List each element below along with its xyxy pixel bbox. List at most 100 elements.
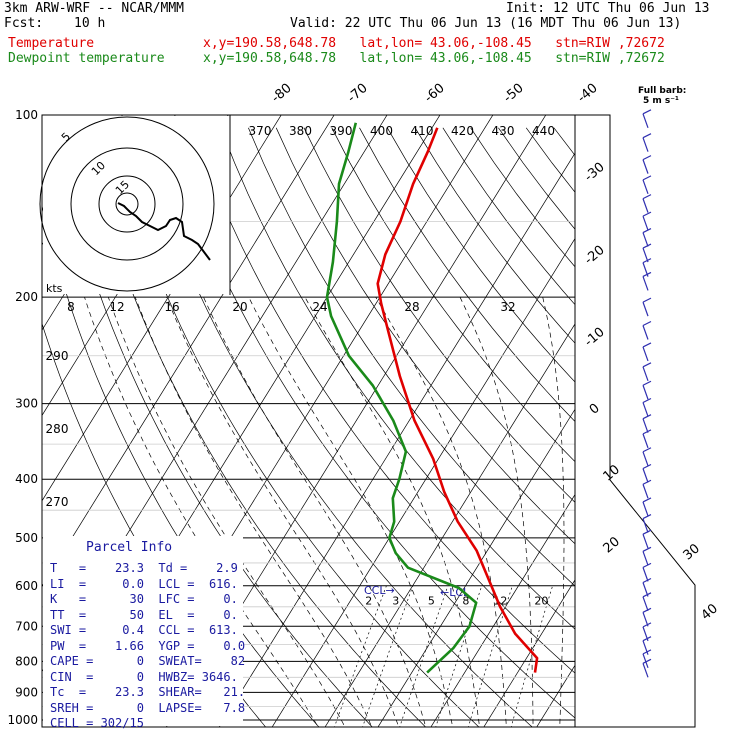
theta-label: 410 bbox=[411, 124, 434, 138]
theta-label: 430 bbox=[492, 124, 515, 138]
hodograph-ring bbox=[98, 175, 156, 233]
pressure-tick-label: 600 bbox=[15, 579, 38, 593]
speed-label: 20 bbox=[232, 300, 247, 314]
moist-adiabat bbox=[248, 296, 454, 727]
wind-barb-flag bbox=[642, 228, 652, 234]
moist-adiabat bbox=[107, 296, 346, 727]
wind-barb-flag bbox=[642, 649, 652, 655]
wind-barb bbox=[642, 159, 649, 174]
wind-barb bbox=[642, 276, 649, 291]
parcel-info-row: T = 23.3 Td = 2.9 bbox=[50, 561, 238, 575]
wind-barb bbox=[642, 301, 649, 317]
speed-label: 24 bbox=[312, 300, 327, 314]
moist-adiabat bbox=[203, 296, 427, 727]
valid-time: Valid: 22 UTC Thu 06 Jun 13 (16 MDT Thu … bbox=[290, 16, 682, 31]
skewed-temperature-label: 0 bbox=[587, 401, 603, 418]
parcel-info-row: PW = 1.66 YGP = 0.0 bbox=[50, 638, 246, 653]
dry-adiabat bbox=[248, 127, 575, 587]
wind-barb bbox=[642, 325, 649, 340]
wind-barb-flag bbox=[642, 175, 652, 181]
parcel-info-row: SREH = 0 LAPSE= 7.8 bbox=[50, 700, 246, 715]
theta-label: 420 bbox=[451, 124, 474, 138]
parcel-info-row: TT = 50 EL = 0. bbox=[50, 607, 238, 622]
wind-barb-flag bbox=[642, 362, 652, 368]
isotherm bbox=[42, 115, 282, 502]
mixing-ratio-label: 8 bbox=[462, 594, 469, 607]
wind-barb-flag bbox=[642, 342, 652, 348]
theta-label-left: 290 bbox=[46, 349, 69, 363]
right-frame bbox=[575, 114, 696, 728]
wind-barb bbox=[642, 501, 649, 517]
dry-adiabat bbox=[582, 128, 740, 733]
wind-barb bbox=[642, 433, 649, 449]
wind-barb bbox=[642, 567, 649, 582]
dry-adiabat bbox=[470, 127, 575, 268]
wind-barb bbox=[642, 113, 649, 129]
skewed-temperature-label: -70 bbox=[345, 81, 371, 106]
wind-barb-flag bbox=[642, 562, 652, 568]
wind-barb bbox=[642, 346, 649, 362]
forecast-hour: 10 h bbox=[74, 16, 106, 31]
wind-barb-flag bbox=[642, 607, 652, 613]
mixing-ratio-line bbox=[510, 585, 553, 727]
model-title: 3km ARW-WRF -- NCAR/MMM bbox=[4, 1, 185, 16]
skewed-temperature-label: -20 bbox=[582, 243, 608, 268]
pressure-tick-label: 500 bbox=[15, 531, 38, 545]
plot-frame bbox=[41, 114, 576, 728]
mixing-ratio-lines bbox=[334, 585, 553, 727]
dry-adiabat bbox=[109, 127, 480, 727]
wind-barb-flag bbox=[642, 414, 652, 420]
parcel-info-row: CIN = 0 HWBZ= 3646. bbox=[50, 669, 238, 684]
mixing-ratio-label: 3 bbox=[392, 594, 399, 607]
dry-adiabat bbox=[192, 127, 575, 674]
wind-barb bbox=[642, 518, 649, 533]
isotherm bbox=[377, 408, 575, 727]
moist-adiabat bbox=[375, 296, 507, 727]
parcel-info-box bbox=[43, 536, 243, 726]
dry-adiabat bbox=[414, 127, 575, 344]
skewed-temperature-label: 10 bbox=[601, 462, 623, 484]
pressure-tick-label: 300 bbox=[15, 397, 38, 411]
speed-label: 28 bbox=[404, 300, 419, 314]
wind-barb-flag bbox=[642, 155, 652, 161]
temperature-location: x,y=190.58,648.78 lat,lon= 43.06,-108.45… bbox=[203, 36, 665, 51]
theta-label: 400 bbox=[370, 124, 393, 138]
wind-barb bbox=[642, 179, 649, 195]
wind-barb-flag bbox=[642, 258, 652, 264]
speed-label: 12 bbox=[109, 300, 124, 314]
mixing-ratio-line bbox=[399, 585, 449, 727]
wind-barb-flag bbox=[642, 497, 652, 503]
moist-adiabat bbox=[542, 297, 565, 727]
theta-label: 370 bbox=[249, 124, 272, 138]
skewed-temperature-label: 30 bbox=[681, 541, 703, 563]
isotherm bbox=[586, 87, 740, 733]
mixing-ratio-line bbox=[467, 585, 513, 727]
dewpoint-line bbox=[325, 122, 478, 674]
wind-barb-flag bbox=[642, 380, 652, 386]
skewed-temperature-label: 20 bbox=[601, 534, 623, 556]
wind-barb bbox=[642, 484, 649, 499]
moist-adiabat bbox=[304, 296, 480, 727]
wind-barb bbox=[642, 232, 649, 247]
full-barb-value: 5 m s⁻¹ bbox=[643, 96, 679, 106]
parcel-info-row: CAPE = 0 SWEAT= 82 bbox=[50, 654, 246, 668]
wind-barb-flag bbox=[642, 514, 652, 520]
wind-barb-flag bbox=[642, 658, 652, 664]
parcel-info-row: Tc = 23.3 SHEAR= 21. bbox=[50, 685, 246, 699]
wind-barb bbox=[642, 215, 649, 231]
mixing-ratio-label: 20 bbox=[534, 594, 548, 607]
theta-label-left: 280 bbox=[46, 422, 69, 436]
hodograph-unit: kts bbox=[46, 282, 63, 295]
wind-barb-flag bbox=[642, 397, 652, 404]
parcel-info-row: CELL = 302/15 bbox=[50, 716, 144, 730]
dewpoint-legend: Dewpoint temperature bbox=[8, 51, 165, 66]
dry-adiabat bbox=[136, 127, 533, 727]
lcl-label: ←LCL bbox=[440, 586, 470, 599]
ccl-label: CCL→ bbox=[364, 584, 395, 597]
wind-barb-flag bbox=[642, 546, 652, 552]
moist-adiabat bbox=[166, 296, 400, 727]
hodograph-ring bbox=[70, 147, 184, 261]
pressure-tick-label: 900 bbox=[15, 685, 38, 699]
wind-barb bbox=[642, 653, 649, 669]
